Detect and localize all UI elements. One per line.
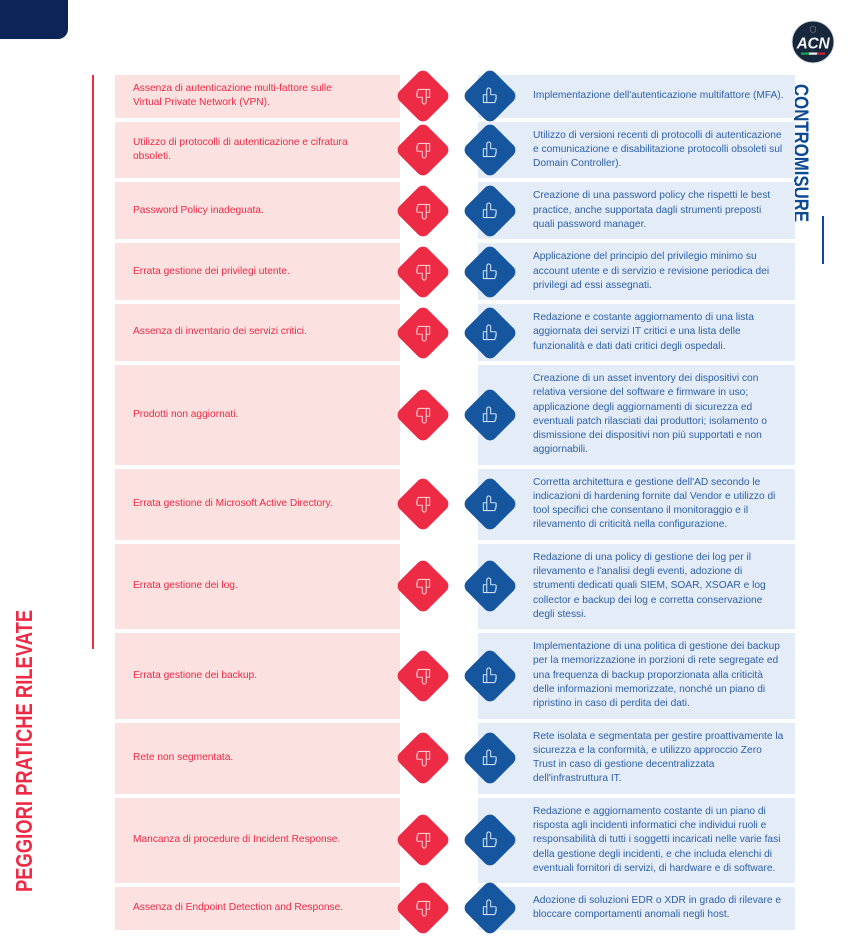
svg-text:ACN: ACN	[796, 36, 831, 53]
